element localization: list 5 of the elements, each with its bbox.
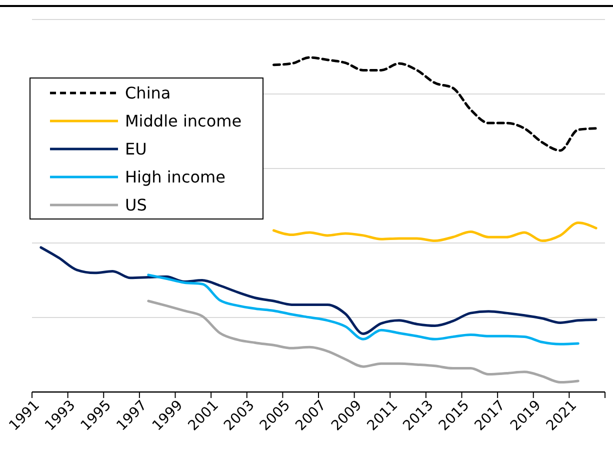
- legend-label: US: [125, 196, 147, 215]
- legend-label: EU: [125, 140, 147, 159]
- legend-label: High income: [125, 168, 226, 187]
- legend-label: China: [125, 84, 171, 103]
- legend-label: Middle income: [125, 112, 242, 131]
